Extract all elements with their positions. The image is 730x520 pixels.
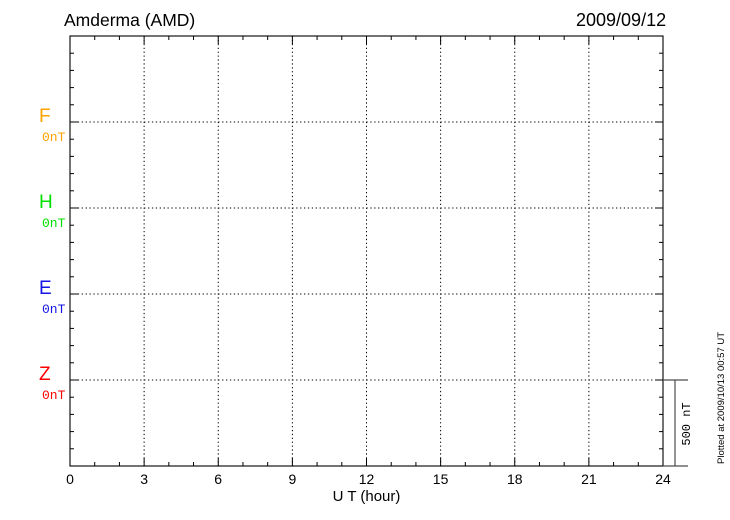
svg-text:500 nT: 500 nT	[680, 402, 694, 445]
svg-text:21: 21	[581, 471, 597, 487]
svg-text:3: 3	[140, 471, 148, 487]
svg-text:Amderma (AMD): Amderma (AMD)	[64, 10, 195, 30]
svg-text:2009/09/12: 2009/09/12	[576, 10, 666, 30]
svg-text:0nT: 0nT	[42, 216, 66, 231]
svg-text:Plotted at 2009/10/13 00:57 UT: Plotted at 2009/10/13 00:57 UT	[716, 332, 727, 464]
svg-text:Z: Z	[39, 364, 51, 385]
svg-text:0nT: 0nT	[42, 302, 66, 317]
svg-text:6: 6	[214, 471, 222, 487]
svg-text:0nT: 0nT	[42, 388, 66, 403]
svg-text:18: 18	[507, 471, 523, 487]
svg-text:F: F	[39, 106, 51, 127]
svg-text:12: 12	[359, 471, 375, 487]
svg-text:9: 9	[289, 471, 297, 487]
svg-text:15: 15	[433, 471, 449, 487]
svg-text:H: H	[39, 192, 53, 213]
svg-text:0: 0	[66, 471, 74, 487]
svg-text:E: E	[39, 278, 52, 299]
svg-text:U T (hour): U T (hour)	[333, 488, 401, 505]
svg-text:24: 24	[655, 471, 671, 487]
svg-text:0nT: 0nT	[42, 130, 66, 145]
